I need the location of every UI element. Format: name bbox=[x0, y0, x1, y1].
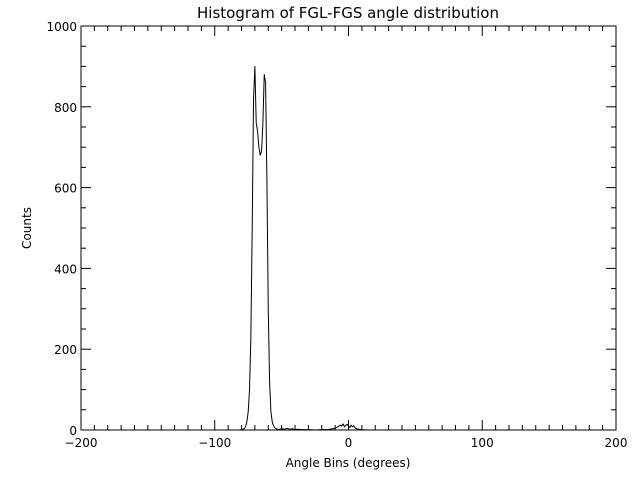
y-tick-label: 200 bbox=[54, 343, 77, 357]
x-tick-label: −100 bbox=[198, 436, 231, 450]
x-axis-label: Angle Bins (degrees) bbox=[286, 456, 411, 470]
series-group bbox=[81, 65, 616, 431]
x-tick-label: 100 bbox=[471, 436, 494, 450]
y-tick-label: 400 bbox=[54, 262, 77, 276]
x-axis-tick-labels: −200 −100 0 100 200 bbox=[65, 436, 628, 450]
chart-title: Histogram of FGL-FGS angle distribution bbox=[197, 4, 499, 22]
plot-border bbox=[80, 25, 617, 431]
x-axis-ticks bbox=[80, 26, 617, 430]
y-axis-tick-labels: 0 200 400 600 800 1000 bbox=[46, 20, 77, 438]
y-tick-label: 0 bbox=[69, 424, 77, 438]
series-line bbox=[81, 65, 616, 431]
x-tick-label: −200 bbox=[65, 436, 98, 450]
y-axis-label: Counts bbox=[20, 207, 34, 249]
plot-frame bbox=[80, 25, 617, 431]
y-axis-ticks bbox=[81, 25, 616, 431]
y-tick-label: 800 bbox=[54, 101, 77, 115]
x-tick-label: 200 bbox=[605, 436, 628, 450]
y-tick-label: 1000 bbox=[46, 20, 77, 34]
y-tick-label: 600 bbox=[54, 182, 77, 196]
x-tick-label: 0 bbox=[345, 436, 353, 450]
